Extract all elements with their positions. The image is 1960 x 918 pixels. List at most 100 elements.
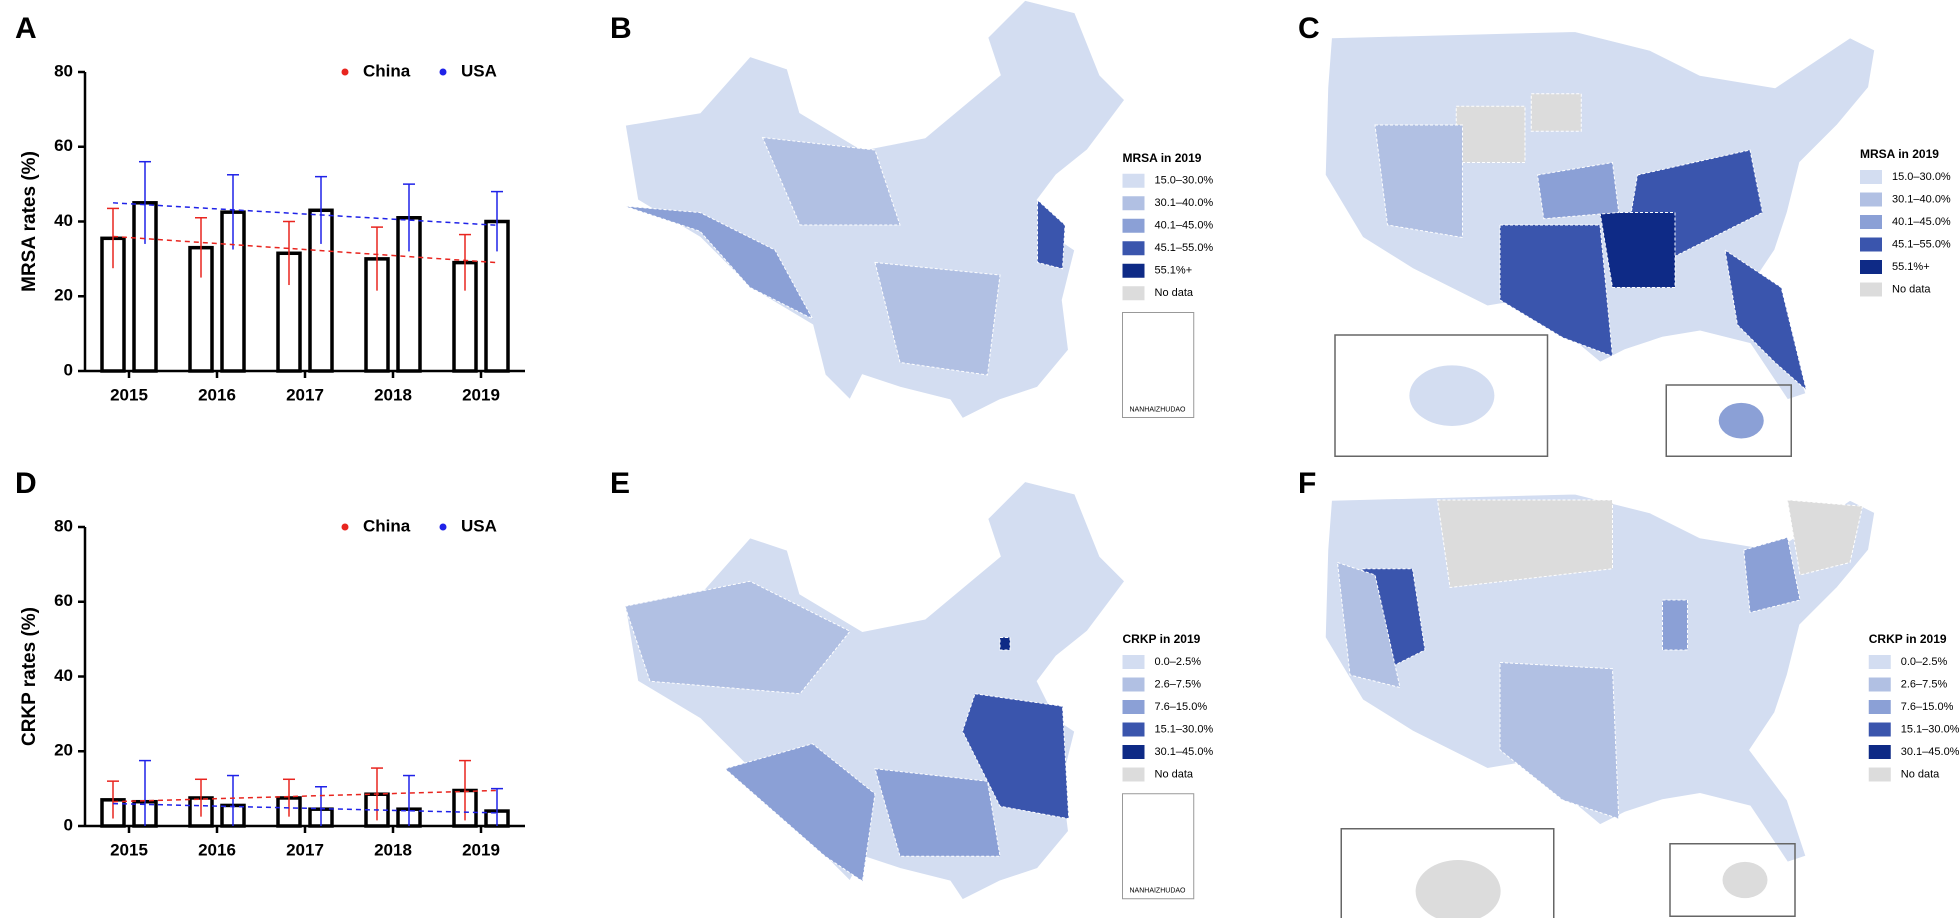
legend-label: 7.6–15.0% [1155,701,1208,713]
legend-swatch [1860,260,1882,274]
trend-line [112,235,498,264]
legend-label: 40.1–45.0% [1155,220,1214,232]
inset-frame [1334,334,1549,457]
y-tick-label: 60 [54,591,73,610]
legend-title: MRSA in 2019 [1860,147,1939,161]
legend-label: 30.1–40.0% [1155,197,1214,209]
y-tick-label: 20 [54,741,73,760]
map-region [1536,161,1620,220]
legend-swatch [1122,700,1145,714]
y-tick-label: 40 [54,211,73,230]
legend-swatch [1122,173,1145,188]
map-region [999,637,1011,651]
inset-frame [1340,828,1555,918]
map-region [1662,599,1688,651]
y-tick-label: 60 [54,136,73,155]
legend-swatch [1860,192,1882,207]
x-tick-label: 2016 [198,385,236,404]
legend-swatch [1868,722,1891,737]
legend-marker [439,523,447,531]
panel-letter: D [15,467,37,500]
legend-label: 40.1–45.0% [1892,216,1951,228]
map-region [1336,561,1401,689]
legend-swatch [1860,170,1882,184]
legend-label: 2.6–7.5% [1155,678,1202,690]
legend-swatch [1860,215,1882,229]
panel-letter: F [1298,467,1316,500]
legend-marker [341,523,349,531]
legend-swatch [1868,745,1891,759]
legend-label: No data [1155,768,1194,780]
legend-swatch [1122,722,1145,737]
legend-swatch [1122,218,1145,233]
x-tick-label: 2019 [462,840,500,859]
inset-label: NANHAIZHUDAO [1129,406,1186,413]
map-region [1499,661,1620,820]
map-region [1599,212,1676,288]
trend-line [112,202,498,226]
legend-label: No data [1901,768,1940,780]
legend-label: 0.0–2.5% [1901,656,1948,668]
legend-label: China [363,61,411,80]
legend-title: CRKP in 2019 [1123,632,1201,646]
legend-swatch [1122,263,1145,278]
legend-swatch [1122,655,1145,669]
inset-shape [1409,365,1495,426]
legend-swatch [1868,677,1891,692]
y-tick-label: 80 [54,61,73,80]
y-axis-label: MRSA rates (%) [19,151,40,292]
legend-label: 15.1–30.0% [1901,723,1960,735]
inset-shape [1722,861,1768,899]
panel-letter: C [1298,12,1320,45]
map-region [1374,124,1463,239]
trend-line [112,789,498,803]
map-region [1436,499,1613,589]
map-region [874,768,1001,857]
legend-label: 55.1%+ [1155,265,1193,277]
legend-label: 15.0–30.0% [1155,175,1214,187]
map-region [761,136,901,226]
inset-frame [1669,843,1796,917]
legend-swatch [1122,286,1145,301]
legend-label: USA [461,516,497,535]
map-region [1724,248,1808,392]
map-region [624,205,814,320]
legend-swatch [1860,282,1882,297]
x-tick-label: 2016 [198,840,236,859]
legend-label: 15.1–30.0% [1155,723,1214,735]
inset-shape [1415,860,1501,918]
map-region [1037,198,1066,270]
legend-title: MRSA in 2019 [1123,151,1202,165]
x-tick-label: 2015 [110,840,148,859]
map-region [1499,224,1614,357]
x-tick-label: 2017 [286,385,324,404]
legend-swatch [1122,745,1145,759]
inset-shape [1718,402,1764,439]
inset-frame [1122,312,1195,418]
legend-label: 0.0–2.5% [1155,656,1202,668]
map-region [961,693,1070,820]
x-tick-label: 2018 [374,385,412,404]
x-tick-label: 2017 [286,840,324,859]
legend-label: No data [1892,283,1931,295]
legend-label: 30.1–45.0% [1155,746,1214,758]
panel-letter: E [610,467,630,500]
map-region [1786,499,1864,576]
inset-frame [1665,384,1792,457]
legend-swatch [1122,241,1145,256]
inset-label: NANHAIZHUDAO [1129,888,1186,895]
legend-swatch [1860,237,1882,252]
legend-swatch [1868,767,1891,782]
panel-letter: B [610,12,632,45]
legend-swatch [1868,700,1891,714]
legend-swatch [1122,196,1145,211]
legend-marker [439,68,447,76]
legend-label: No data [1155,287,1194,299]
inset-frame [1122,793,1195,900]
x-tick-label: 2015 [110,385,148,404]
y-tick-label: 0 [64,360,73,379]
map-region [874,261,1001,376]
y-tick-label: 80 [54,516,73,535]
legend-label: 45.1–55.0% [1892,238,1951,250]
